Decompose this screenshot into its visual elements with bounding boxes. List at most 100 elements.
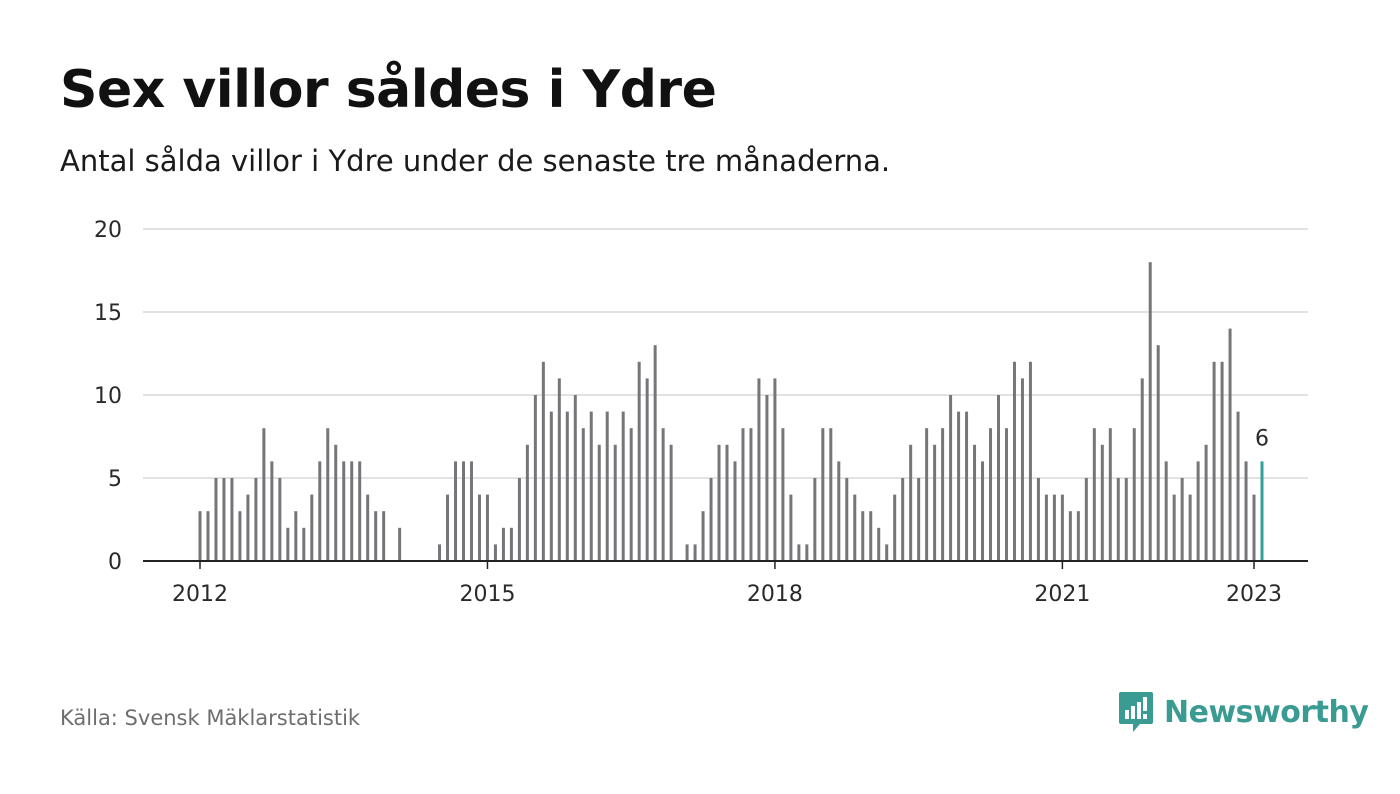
bar <box>1012 361 1016 561</box>
bar <box>837 461 841 561</box>
bar <box>701 511 705 561</box>
bar <box>725 444 729 561</box>
bar <box>1196 461 1200 561</box>
highlight-value-label: 6 <box>1255 426 1269 451</box>
bar <box>1124 478 1128 561</box>
bar <box>310 494 314 561</box>
bar <box>581 428 585 561</box>
bar <box>645 378 649 561</box>
bar <box>1028 361 1032 561</box>
bar <box>438 544 442 561</box>
x-tick-label: 2018 <box>747 582 803 607</box>
bar <box>749 428 753 561</box>
bar <box>989 428 993 561</box>
bar <box>1068 511 1072 561</box>
bar <box>973 444 977 561</box>
bar <box>1164 461 1168 561</box>
bar <box>374 511 378 561</box>
bar <box>1100 444 1104 561</box>
bar <box>573 395 577 561</box>
bar <box>477 494 481 561</box>
bar <box>278 478 282 561</box>
bar <box>965 411 969 561</box>
bar <box>805 544 809 561</box>
bar <box>997 395 1000 561</box>
chart-subtitle: Antal sålda villor i Ydre under de senas… <box>60 144 891 178</box>
bar <box>501 527 505 561</box>
source-note: Källa: Svensk Mäklarstatistik <box>60 706 361 730</box>
bar <box>462 461 466 561</box>
bar <box>222 478 226 561</box>
bar <box>957 411 961 561</box>
brand-name: Newsworthy <box>1164 694 1369 730</box>
bar <box>533 395 537 561</box>
bar <box>917 478 921 561</box>
bar <box>877 527 881 561</box>
bar <box>637 361 641 561</box>
bar <box>885 544 889 561</box>
bar <box>829 428 833 561</box>
bar <box>517 478 521 561</box>
bar <box>366 494 370 561</box>
x-tick-label: 2021 <box>1034 582 1090 607</box>
bar <box>1212 361 1216 561</box>
bar <box>605 411 609 561</box>
bar <box>901 478 905 561</box>
bar <box>941 428 945 561</box>
bar <box>1180 478 1184 561</box>
bar <box>238 511 242 561</box>
bar <box>342 461 346 561</box>
bar <box>398 527 402 561</box>
bar <box>565 411 569 561</box>
bar <box>933 444 937 561</box>
y-tick-label: 20 <box>94 218 122 243</box>
bar <box>1204 444 1208 561</box>
x-tick-label: 2023 <box>1226 582 1282 607</box>
x-tick-label: 2012 <box>172 582 228 607</box>
bar <box>358 461 362 561</box>
bar <box>669 444 673 561</box>
bar <box>485 494 489 561</box>
bar <box>446 494 450 561</box>
y-tick-label: 5 <box>108 467 122 492</box>
bar <box>1060 494 1064 561</box>
bar <box>382 511 386 561</box>
bar <box>789 494 793 561</box>
bar <box>1108 428 1112 561</box>
bar <box>350 461 354 561</box>
bar <box>653 345 657 561</box>
bar <box>294 511 298 561</box>
bar <box>286 527 290 561</box>
bar <box>797 544 801 561</box>
bar <box>773 378 777 561</box>
bar <box>613 444 617 561</box>
bar <box>1228 328 1232 561</box>
bar <box>270 461 274 561</box>
bar <box>909 444 913 561</box>
bar <box>469 461 473 561</box>
bar <box>1092 428 1096 561</box>
bar <box>214 478 218 561</box>
bar <box>1044 494 1048 561</box>
y-tick-label: 15 <box>94 301 122 326</box>
bar <box>1244 461 1248 561</box>
bar <box>685 544 689 561</box>
bar <box>949 395 953 561</box>
bar <box>741 428 745 561</box>
bar <box>925 428 929 561</box>
bar <box>557 378 561 561</box>
bar-chart-speech-bubble-icon <box>1119 692 1153 732</box>
bar <box>1004 428 1008 561</box>
bar <box>589 411 593 561</box>
bar <box>709 478 713 561</box>
bar <box>326 428 330 561</box>
bar <box>765 395 769 561</box>
bar <box>541 361 545 561</box>
bar <box>1220 361 1224 561</box>
bar <box>821 428 825 561</box>
bar <box>1132 428 1136 561</box>
bar <box>1148 262 1152 561</box>
bar <box>1252 494 1256 561</box>
bar <box>334 444 338 561</box>
bar <box>493 544 497 561</box>
